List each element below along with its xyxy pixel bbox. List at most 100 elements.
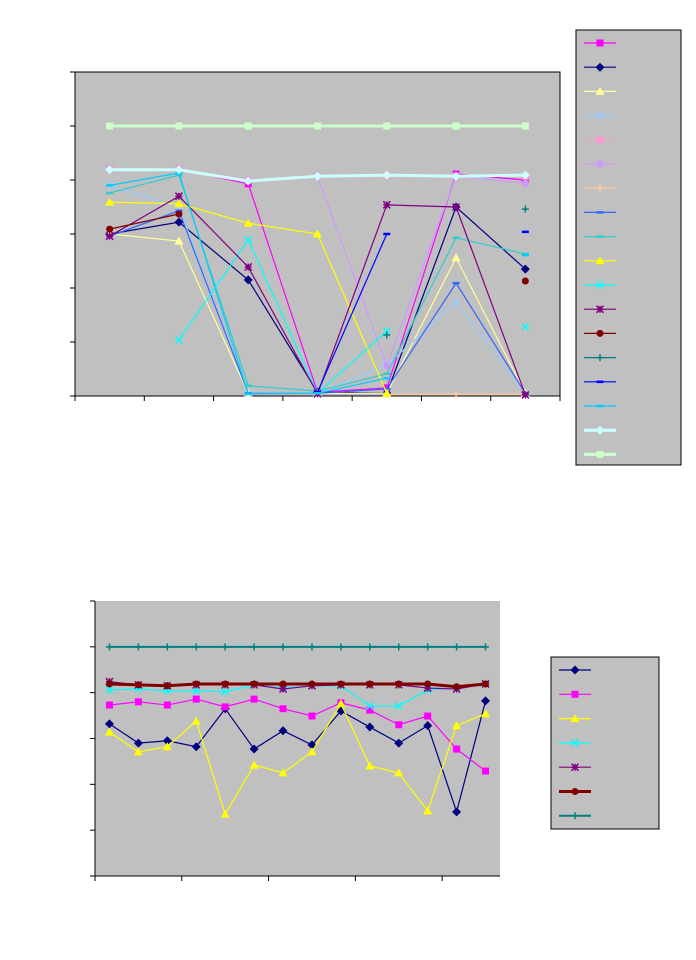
- marker: [243, 275, 253, 285]
- marker: [192, 695, 200, 703]
- marker: [383, 122, 391, 130]
- marker: [192, 643, 200, 651]
- marker: [365, 701, 374, 710]
- marker: [453, 643, 461, 651]
- marker: [595, 280, 605, 290]
- marker: [313, 171, 322, 181]
- marker: [279, 705, 287, 713]
- marker: [250, 695, 258, 703]
- marker: [423, 806, 433, 815]
- marker: [279, 680, 287, 688]
- marker: [395, 680, 403, 688]
- legend: [575, 29, 682, 466]
- marker: [279, 643, 287, 651]
- series-line: [109, 702, 486, 816]
- marker: [250, 643, 258, 651]
- marker: [570, 738, 580, 747]
- marker: [163, 643, 171, 651]
- marker: [482, 767, 490, 775]
- marker: [452, 202, 461, 212]
- marker: [394, 701, 403, 710]
- marker: [174, 192, 183, 201]
- marker: [394, 768, 404, 777]
- marker: [220, 809, 230, 818]
- marker: [221, 643, 229, 651]
- marker: [453, 745, 461, 753]
- marker: [482, 643, 490, 651]
- marker: [596, 136, 604, 144]
- marker: [249, 760, 259, 769]
- marker: [104, 727, 114, 736]
- marker: [595, 256, 605, 265]
- marker: [596, 354, 604, 362]
- marker: [243, 218, 253, 227]
- marker: [313, 229, 322, 238]
- marker: [174, 199, 184, 208]
- marker: [521, 390, 530, 399]
- legend: [550, 656, 660, 830]
- marker: [191, 742, 201, 752]
- marker: [162, 736, 172, 746]
- legend-box: [575, 29, 682, 466]
- marker: [395, 643, 403, 651]
- marker: [106, 225, 114, 233]
- marker: [337, 680, 345, 688]
- marker: [308, 643, 316, 651]
- marker: [134, 698, 142, 706]
- marker: [134, 643, 142, 651]
- marker: [221, 687, 230, 696]
- marker: [192, 680, 200, 688]
- marker: [595, 62, 605, 72]
- marker: [105, 197, 115, 206]
- marker: [133, 738, 143, 748]
- marker: [174, 335, 183, 344]
- marker: [243, 176, 253, 186]
- marker: [105, 643, 113, 651]
- marker: [570, 665, 580, 675]
- marker: [105, 165, 115, 175]
- marker: [249, 744, 259, 754]
- series-line: [109, 682, 486, 689]
- marker: [104, 719, 114, 729]
- marker: [521, 322, 530, 331]
- marker: [105, 680, 113, 688]
- marker: [571, 788, 579, 795]
- marker: [571, 690, 579, 698]
- marker: [452, 298, 461, 307]
- marker: [394, 738, 404, 748]
- marker: [596, 450, 604, 458]
- marker: [451, 171, 461, 181]
- marker: [424, 712, 432, 720]
- marker: [596, 329, 604, 337]
- marker: [174, 165, 184, 175]
- marker: [452, 721, 462, 730]
- marker: [596, 39, 604, 47]
- marker: [336, 699, 346, 708]
- marker: [571, 812, 579, 820]
- marker: [382, 200, 391, 209]
- marker: [174, 236, 184, 245]
- marker: [105, 232, 114, 241]
- marker: [307, 747, 317, 756]
- marker: [106, 122, 114, 130]
- marker: [481, 696, 491, 706]
- marker: [570, 714, 580, 723]
- marker: [308, 712, 316, 720]
- marker: [382, 327, 391, 336]
- marker: [365, 722, 375, 732]
- marker: [424, 643, 432, 651]
- marker: [395, 721, 403, 729]
- marker: [595, 425, 605, 435]
- marker: [244, 262, 253, 271]
- marker: [383, 331, 391, 339]
- marker: [192, 686, 201, 695]
- marker: [365, 761, 375, 770]
- marker: [221, 703, 229, 711]
- marker: [382, 388, 392, 397]
- marker: [520, 170, 530, 180]
- marker: [366, 706, 374, 714]
- series-line: [109, 698, 486, 772]
- marker: [423, 721, 433, 731]
- marker: [337, 643, 345, 651]
